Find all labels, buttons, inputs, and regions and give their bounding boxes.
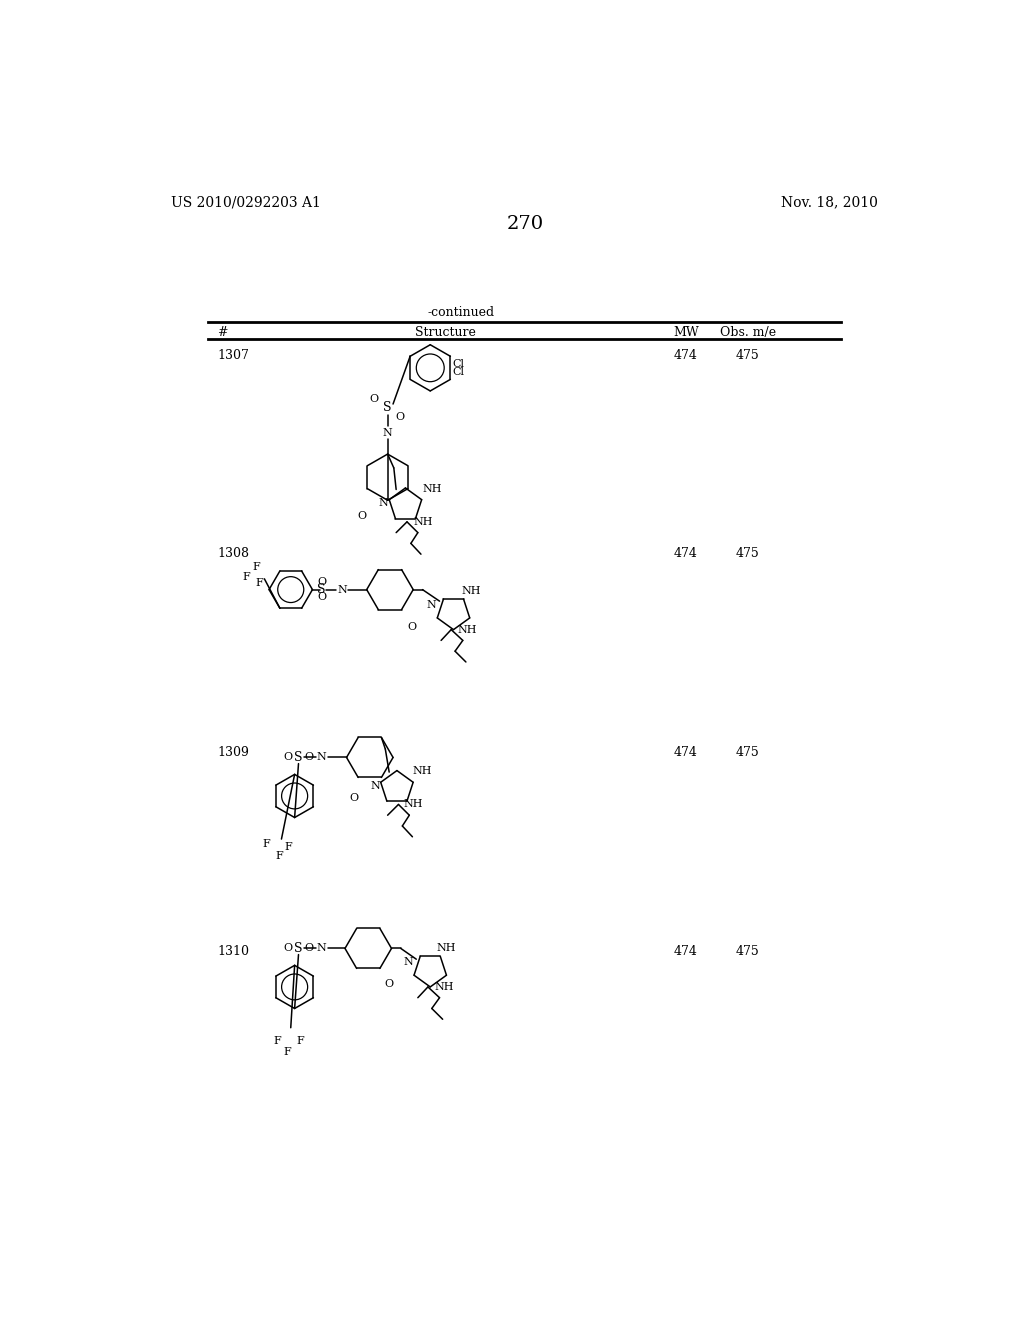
Text: O: O xyxy=(305,944,314,953)
Text: F: F xyxy=(253,561,260,572)
Text: O: O xyxy=(283,944,292,953)
Text: O: O xyxy=(384,979,393,989)
Text: F: F xyxy=(285,842,292,851)
Text: O: O xyxy=(395,412,404,422)
Text: NH: NH xyxy=(414,517,433,527)
Text: NH: NH xyxy=(458,624,477,635)
Text: 474: 474 xyxy=(674,348,698,362)
Text: Obs. m/e: Obs. m/e xyxy=(720,326,776,339)
Text: 475: 475 xyxy=(736,746,760,759)
Text: 475: 475 xyxy=(736,548,760,560)
Text: 475: 475 xyxy=(736,945,760,957)
Text: O: O xyxy=(283,752,292,763)
Text: #: # xyxy=(217,326,227,339)
Text: Structure: Structure xyxy=(416,326,476,339)
Text: O: O xyxy=(369,393,378,404)
Text: O: O xyxy=(317,577,327,587)
Text: F: F xyxy=(275,851,283,861)
Text: N: N xyxy=(316,944,327,953)
Text: N: N xyxy=(337,585,347,594)
Text: O: O xyxy=(349,793,358,804)
Text: 474: 474 xyxy=(674,746,698,759)
Text: O: O xyxy=(357,511,367,520)
Text: F: F xyxy=(283,1047,291,1057)
Text: S: S xyxy=(317,583,326,597)
Text: O: O xyxy=(408,622,417,631)
Text: F: F xyxy=(242,572,250,582)
Text: MW: MW xyxy=(673,326,698,339)
Text: S: S xyxy=(294,942,303,954)
Text: 474: 474 xyxy=(674,945,698,957)
Text: NH: NH xyxy=(403,800,423,809)
Text: NH: NH xyxy=(413,766,432,776)
Text: O: O xyxy=(317,593,327,602)
Text: US 2010/0292203 A1: US 2010/0292203 A1 xyxy=(171,195,321,210)
Text: F: F xyxy=(296,1036,304,1045)
Text: O: O xyxy=(305,752,314,763)
Text: -continued: -continued xyxy=(428,306,495,319)
Text: 1309: 1309 xyxy=(217,746,249,759)
Text: 270: 270 xyxy=(506,215,544,234)
Text: F: F xyxy=(256,578,263,589)
Text: N: N xyxy=(379,499,388,508)
Text: S: S xyxy=(383,401,392,414)
Text: 1310: 1310 xyxy=(217,945,249,957)
Text: 1307: 1307 xyxy=(217,348,249,362)
Text: N: N xyxy=(383,428,392,437)
Text: Cl: Cl xyxy=(453,367,465,378)
Text: 1308: 1308 xyxy=(217,548,249,560)
Text: 474: 474 xyxy=(674,548,698,560)
Text: F: F xyxy=(263,840,270,850)
Text: F: F xyxy=(273,1036,281,1045)
Text: Nov. 18, 2010: Nov. 18, 2010 xyxy=(781,195,879,210)
Text: NH: NH xyxy=(434,982,454,991)
Text: N: N xyxy=(427,601,436,610)
Text: NH: NH xyxy=(436,944,456,953)
Text: NH: NH xyxy=(461,586,480,597)
Text: N: N xyxy=(370,781,380,791)
Text: 475: 475 xyxy=(736,348,760,362)
Text: N: N xyxy=(316,752,327,763)
Text: NH: NH xyxy=(423,484,442,495)
Text: S: S xyxy=(294,751,303,764)
Text: N: N xyxy=(403,957,414,968)
Text: Cl: Cl xyxy=(453,359,465,368)
